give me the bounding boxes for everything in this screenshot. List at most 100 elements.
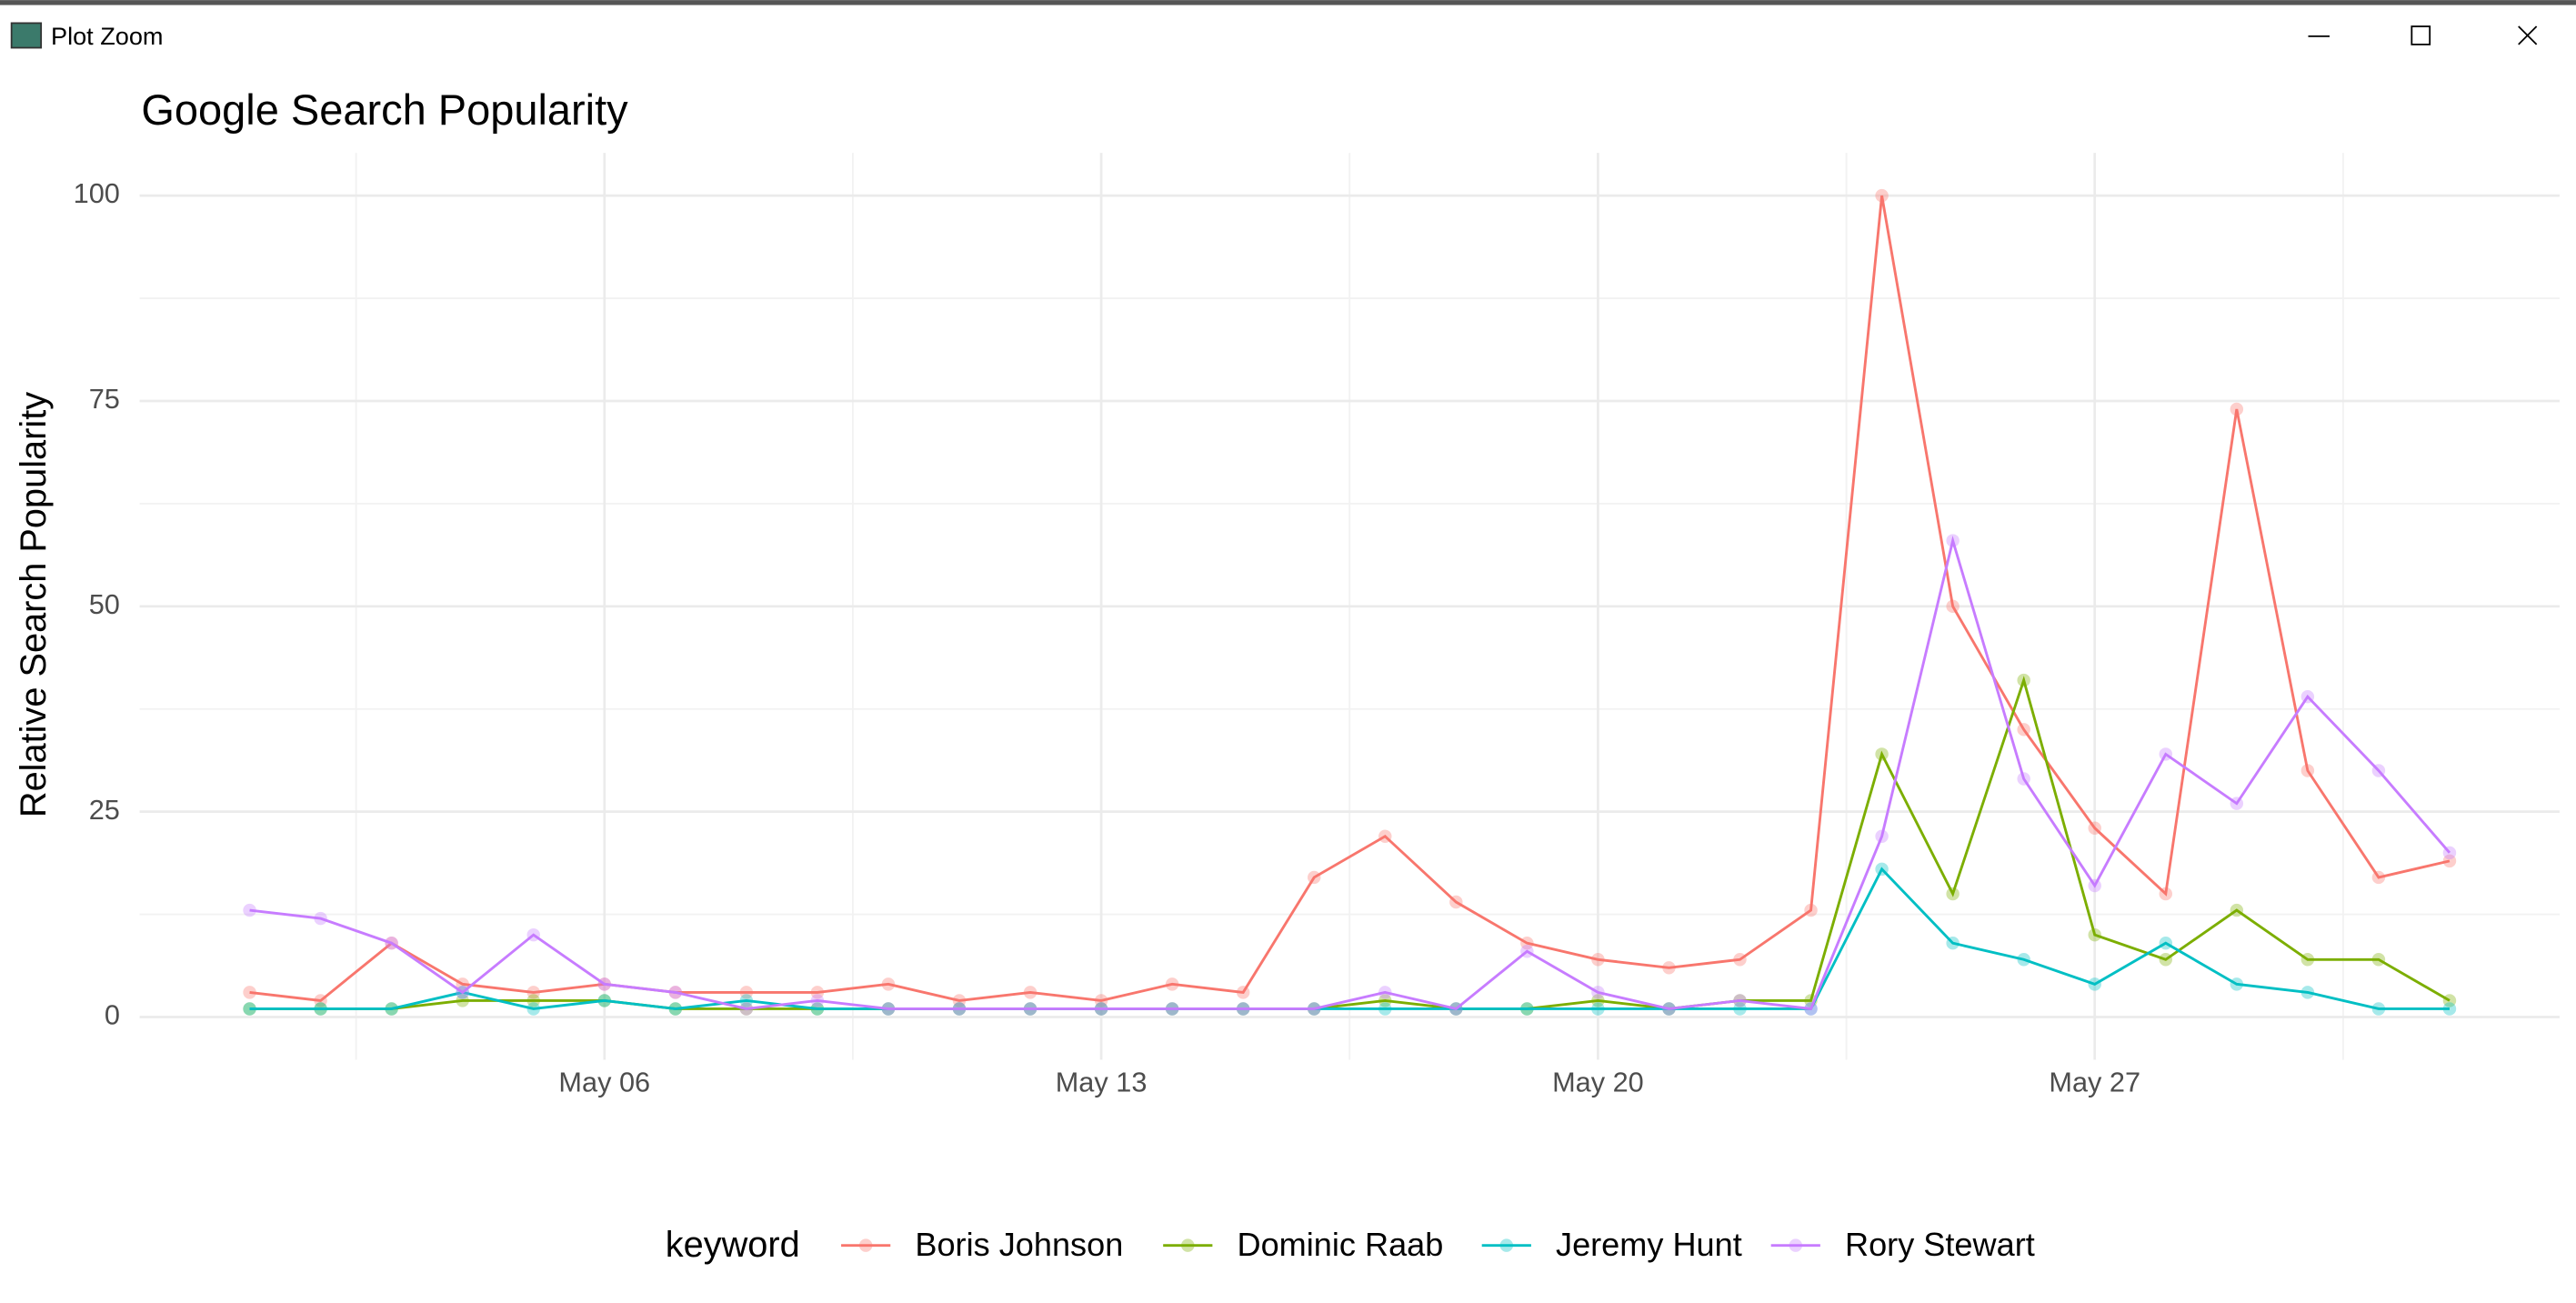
data-point — [1520, 1002, 1534, 1016]
window-icon — [10, 22, 43, 49]
data-point — [456, 986, 469, 999]
data-point — [2442, 1002, 2457, 1016]
chart-title: Google Search Popularity — [141, 85, 628, 134]
data-point — [1165, 977, 1179, 991]
legend-key-point — [1181, 1238, 1195, 1252]
data-point — [1449, 1002, 1463, 1016]
data-point — [243, 986, 256, 999]
data-point — [952, 1002, 967, 1016]
data-point — [1023, 986, 1037, 999]
data-point — [1236, 1002, 1250, 1016]
data-point — [2017, 953, 2030, 967]
data-point — [881, 1002, 896, 1016]
data-point — [2017, 772, 2030, 786]
data-point — [1875, 188, 1889, 203]
data-point — [1236, 986, 1250, 999]
data-point — [2159, 747, 2173, 761]
data-point — [1946, 599, 1960, 614]
data-point — [1308, 1002, 1321, 1016]
data-point — [2442, 854, 2457, 868]
data-point — [2442, 994, 2457, 1007]
data-point — [243, 903, 256, 917]
data-point — [2230, 977, 2244, 991]
data-point — [1591, 986, 1605, 999]
data-point — [810, 994, 825, 1007]
data-point — [739, 986, 754, 999]
legend-title: keyword — [666, 1225, 800, 1265]
data-point — [2088, 977, 2101, 991]
y-tick-label: 100 — [74, 177, 120, 209]
data-point — [1733, 1002, 1747, 1016]
data-point — [2230, 402, 2244, 416]
legend-label: Jeremy Hunt — [1556, 1226, 1742, 1263]
data-point — [1308, 870, 1321, 885]
data-point — [810, 1002, 825, 1016]
data-point — [2088, 878, 2101, 893]
y-tick-label: 25 — [89, 794, 120, 826]
data-point — [1662, 1002, 1676, 1016]
maximize-button[interactable] — [2411, 25, 2431, 45]
x-tick-label: May 06 — [558, 1067, 650, 1098]
data-point — [1591, 953, 1605, 967]
y-tick-label: 75 — [89, 383, 120, 415]
data-point — [1804, 903, 1818, 917]
data-point — [1946, 936, 1960, 950]
close-button[interactable] — [2518, 25, 2538, 45]
data-point — [1875, 747, 1889, 761]
data-point — [456, 977, 469, 991]
data-point — [456, 994, 469, 1007]
data-point — [1378, 986, 1392, 999]
series-line — [249, 535, 2451, 1011]
data-point — [2088, 821, 2101, 835]
data-point — [1449, 895, 1463, 909]
data-point — [1946, 887, 1960, 901]
data-point — [1804, 1002, 1818, 1016]
data-point — [1520, 936, 1534, 950]
data-point — [2300, 764, 2315, 777]
data-point — [2371, 953, 2386, 967]
x-tick-label: May 13 — [1056, 1067, 1148, 1098]
data-point — [314, 994, 327, 1007]
data-point — [314, 911, 327, 926]
data-point — [2230, 903, 2244, 917]
data-point — [1094, 994, 1108, 1007]
data-point — [2159, 953, 2173, 967]
data-point — [1023, 1002, 1037, 1016]
data-point — [1378, 829, 1392, 843]
data-point — [1520, 945, 1534, 958]
data-point — [668, 1002, 683, 1016]
data-point — [1378, 1002, 1392, 1016]
data-point — [314, 1002, 327, 1016]
data-point — [2300, 689, 2315, 704]
data-point — [526, 994, 540, 1007]
data-point — [952, 994, 967, 1007]
data-point — [243, 1002, 256, 1016]
data-point — [2159, 887, 2173, 901]
data-point — [2300, 986, 2315, 999]
data-point — [1733, 994, 1747, 1007]
data-point — [1733, 953, 1747, 967]
data-point — [526, 927, 540, 942]
data-point — [2017, 723, 2030, 737]
data-point — [2300, 953, 2315, 967]
data-point — [881, 977, 896, 991]
data-point — [2371, 1002, 2386, 1016]
data-point — [2371, 870, 2386, 885]
legend-key-point — [1789, 1238, 1803, 1252]
y-axis-label: Relative Search Popularity — [14, 392, 54, 817]
data-point — [1165, 1002, 1179, 1016]
y-tick-label: 50 — [89, 588, 120, 620]
legend-key-point — [858, 1238, 873, 1252]
data-point — [1875, 829, 1889, 843]
data-point — [668, 986, 683, 999]
data-point — [2017, 673, 2030, 687]
data-point — [2371, 764, 2386, 777]
data-point — [526, 986, 540, 999]
data-point — [597, 994, 612, 1007]
legend-label: Dominic Raab — [1237, 1226, 1443, 1263]
data-point — [1094, 1002, 1108, 1016]
data-point — [526, 1002, 540, 1016]
data-point — [2442, 846, 2457, 860]
data-point — [1591, 1002, 1605, 1016]
